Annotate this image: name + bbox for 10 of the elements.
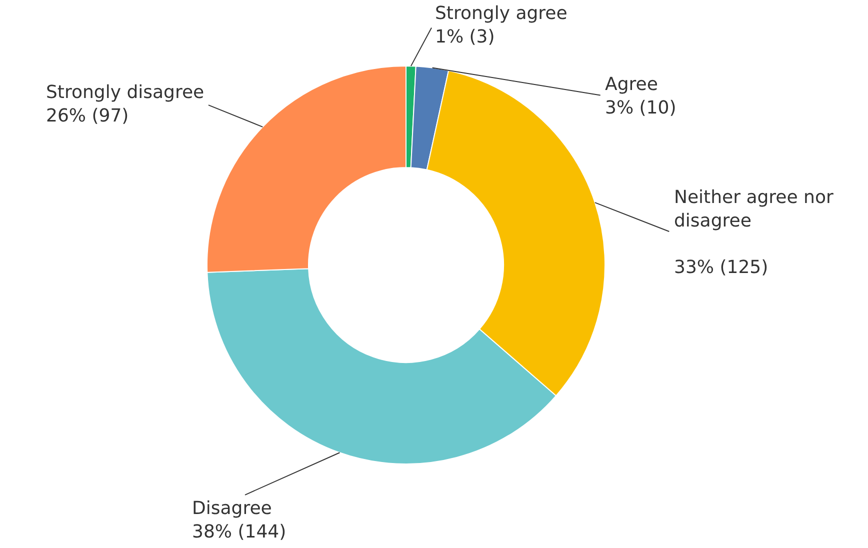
slice-label: Strongly disagree [46, 82, 204, 103]
data-label: 1% (3) [435, 26, 495, 48]
slice-label: Neither agree nor disagree [674, 187, 834, 232]
data-label: 26% (97) [46, 105, 129, 126]
slice-label: Strongly agree [435, 3, 568, 24]
data-label: 3% (10) [605, 97, 676, 118]
slice-label: Agree [605, 74, 658, 95]
slice-label: Disagree [192, 498, 272, 519]
data-label: 38% (144) [192, 521, 286, 542]
data-label: 33% (125) [674, 257, 768, 278]
